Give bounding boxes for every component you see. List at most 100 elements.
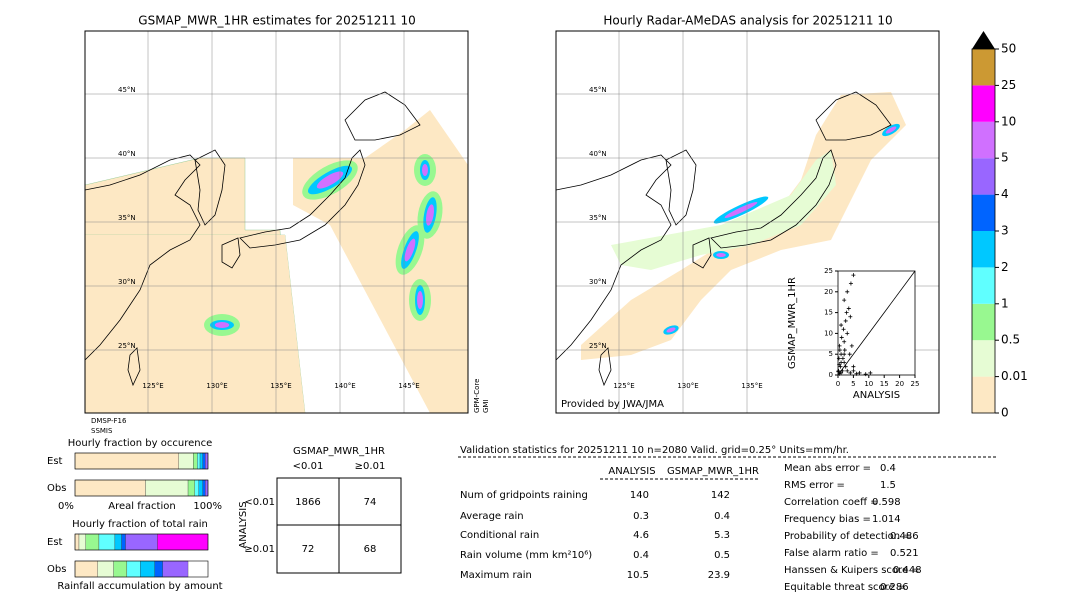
lat-label: 25°N	[589, 342, 607, 350]
bar-frame	[74, 452, 209, 470]
scatter-point	[851, 273, 856, 278]
scatter-point	[863, 372, 868, 377]
lat-label: 35°N	[118, 214, 136, 222]
scatter-point	[841, 327, 846, 332]
rain-area	[214, 322, 230, 328]
side-label: GMI	[482, 399, 490, 413]
colorbar-segment	[972, 85, 995, 122]
col-header: GSMAP_MWR_1HR	[667, 466, 759, 477]
lon-label: 135°E	[741, 382, 762, 390]
row-label: Est	[47, 537, 63, 548]
lat-label: 40°N	[118, 150, 136, 158]
lon-label: 130°E	[677, 382, 698, 390]
score-name: Equitable threat score =	[784, 582, 906, 593]
stat-name: Num of gridpoints raining	[460, 490, 588, 501]
scatter-point	[851, 368, 856, 373]
stat-name: Average rain	[460, 511, 524, 522]
stat-value: 0.3	[633, 511, 649, 522]
y-tick-label: 0	[829, 371, 833, 379]
lon-label: 145°E	[398, 382, 419, 390]
score-value: 0.4	[880, 463, 896, 474]
map-title: Hourly Radar-AMeDAS analysis for 2025121…	[603, 14, 892, 28]
scatter-point	[839, 335, 844, 340]
bar-frame	[74, 479, 209, 497]
fraction-segment	[205, 452, 209, 470]
colorbar-label: 4	[1001, 187, 1009, 201]
row-label: Est	[47, 456, 63, 467]
scatter-point	[848, 370, 853, 375]
scatter-point	[844, 310, 849, 315]
scatter-point	[842, 298, 847, 303]
fraction-segment	[202, 452, 206, 470]
colorbar-label: 2	[1001, 260, 1009, 274]
score-value: 0.486	[890, 531, 919, 542]
scatter-point	[840, 368, 845, 373]
fraction-segment	[125, 533, 158, 551]
score-name: False alarm ratio =	[784, 548, 879, 559]
stat-value: 23.9	[708, 570, 730, 581]
rain-area	[666, 327, 676, 333]
fraction-segment	[78, 533, 86, 551]
stat-value: 0.5	[714, 550, 730, 561]
lon-label: 140°E	[334, 382, 355, 390]
rain-area	[417, 291, 423, 309]
scatter-point	[842, 352, 847, 357]
score-value: 1.5	[880, 480, 896, 491]
rain-area	[422, 164, 428, 176]
fraction-segment	[126, 560, 141, 578]
table-cell: 74	[364, 497, 377, 508]
scatter-point	[868, 370, 873, 375]
score-name: Frequency bias =	[784, 514, 871, 525]
row-title: ANALYSIS	[238, 501, 249, 548]
bar-frame	[74, 560, 209, 578]
scatter-point	[851, 364, 856, 369]
fraction-segment	[205, 479, 209, 497]
lon-label: 125°E	[613, 382, 634, 390]
scatter-point	[845, 289, 850, 294]
fraction-segment	[157, 533, 209, 551]
score-name: Hanssen & Kuipers score =	[784, 565, 920, 576]
fraction-segment	[197, 452, 201, 470]
col-header: ≥0.01	[355, 461, 386, 472]
x-tick-label: 10	[864, 380, 873, 388]
score-value: 0.448	[893, 565, 922, 576]
scatter-point	[843, 318, 848, 323]
stat-name: Rain volume (mm km²10⁶)	[460, 550, 592, 561]
lat-label: 40°N	[589, 150, 607, 158]
scatter-point	[848, 281, 853, 286]
scatter-point	[857, 370, 862, 375]
colorbar-label: 5	[1001, 151, 1009, 165]
side-label: GPM-Core	[473, 379, 481, 413]
fraction-segment	[113, 560, 128, 578]
fraction-segment	[187, 479, 195, 497]
stat-value: 0.4	[714, 511, 730, 522]
scatter-point	[837, 343, 842, 348]
scatter-point	[839, 370, 844, 375]
stat-value: 0.4	[633, 550, 649, 561]
score-value: 1.014	[872, 514, 901, 525]
scatter-point	[842, 348, 847, 353]
colorbar-segment	[972, 376, 995, 413]
fraction-segment	[74, 560, 98, 578]
scatter-point	[845, 368, 850, 373]
score-name: Probability of detection =	[784, 531, 912, 542]
scatter-point	[837, 348, 842, 353]
y-tick-label: 10	[824, 329, 833, 337]
scatter-point	[847, 352, 852, 357]
lon-label: 130°E	[206, 382, 227, 390]
fraction-segment	[178, 452, 194, 470]
colorbar-label: 25	[1001, 78, 1016, 92]
scatter-point	[849, 343, 854, 348]
rain-area	[724, 202, 758, 218]
score-name: RMS error =	[784, 480, 845, 491]
row-label: Obs	[47, 483, 66, 494]
score-value: 0.521	[890, 548, 919, 559]
score-name: Mean abs error =	[784, 463, 871, 474]
stat-value: 140	[630, 490, 649, 501]
scatter-point	[848, 314, 853, 319]
scatter-point	[836, 356, 841, 361]
lat-label: 45°N	[589, 86, 607, 94]
footer: Rainfall accumulation by amount	[57, 581, 222, 592]
colorbar-label: 10	[1001, 114, 1016, 128]
